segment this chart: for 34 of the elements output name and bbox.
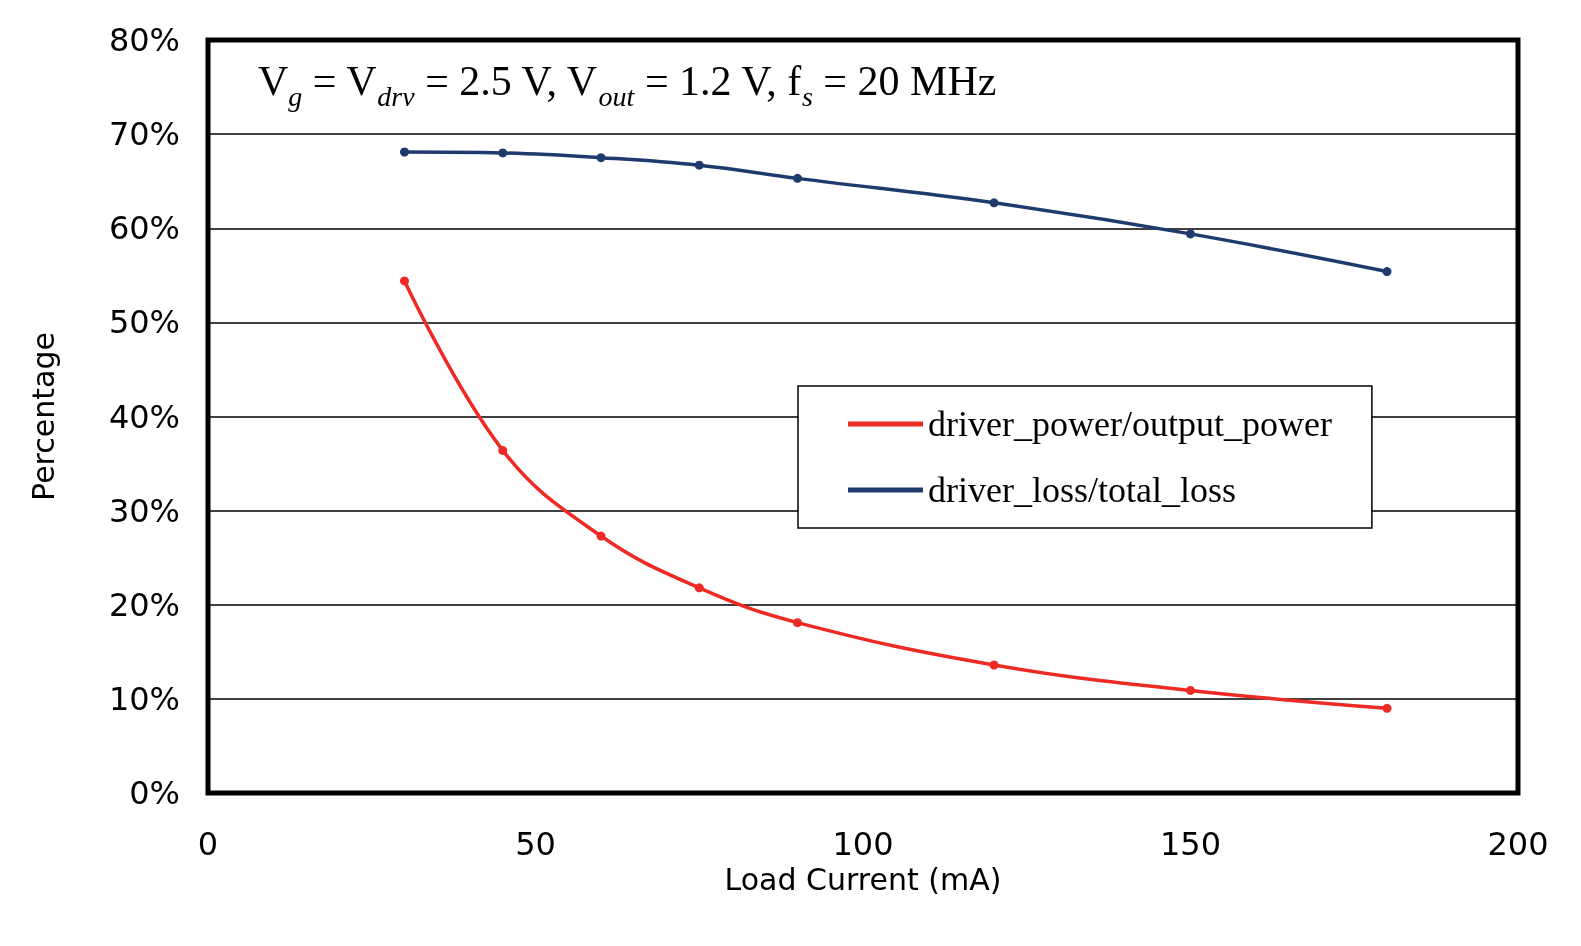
legend-label: driver_power/output_power	[928, 404, 1332, 444]
y-tick-label: 60%	[108, 209, 180, 248]
point	[1382, 267, 1392, 277]
point	[1186, 229, 1195, 239]
x-tick-label: 200	[1487, 825, 1549, 863]
y-tick-label: 70%	[108, 115, 180, 154]
point	[1186, 685, 1195, 695]
y-tick-label: 80%	[108, 21, 180, 59]
point	[400, 276, 409, 286]
point	[793, 173, 802, 183]
point	[989, 198, 999, 208]
x-tick-label: 150	[1159, 825, 1222, 863]
point	[694, 583, 704, 593]
point	[498, 445, 508, 455]
point	[694, 160, 704, 170]
x-axis-title: Load Current (mA)	[724, 862, 1002, 898]
legend-label: driver_loss/total_loss	[928, 470, 1236, 510]
x-tick-label: 50	[515, 825, 556, 863]
point	[596, 153, 606, 163]
y-tick-label: 40%	[108, 397, 180, 436]
x-tick-label: 0	[197, 825, 219, 863]
point	[498, 148, 508, 158]
point	[1382, 703, 1392, 713]
y-tick-label: 30%	[108, 491, 180, 530]
point	[989, 660, 999, 670]
x-tick-label: 100	[832, 825, 894, 863]
point	[400, 147, 409, 157]
y-tick-label: 20%	[108, 585, 180, 624]
y-tick-label: 0%	[129, 774, 180, 812]
point	[793, 618, 802, 628]
y-tick-label: 10%	[108, 679, 180, 718]
y-tick-label: 50%	[108, 303, 180, 342]
point	[596, 531, 606, 541]
y-axis-title: Percentage	[25, 332, 61, 501]
